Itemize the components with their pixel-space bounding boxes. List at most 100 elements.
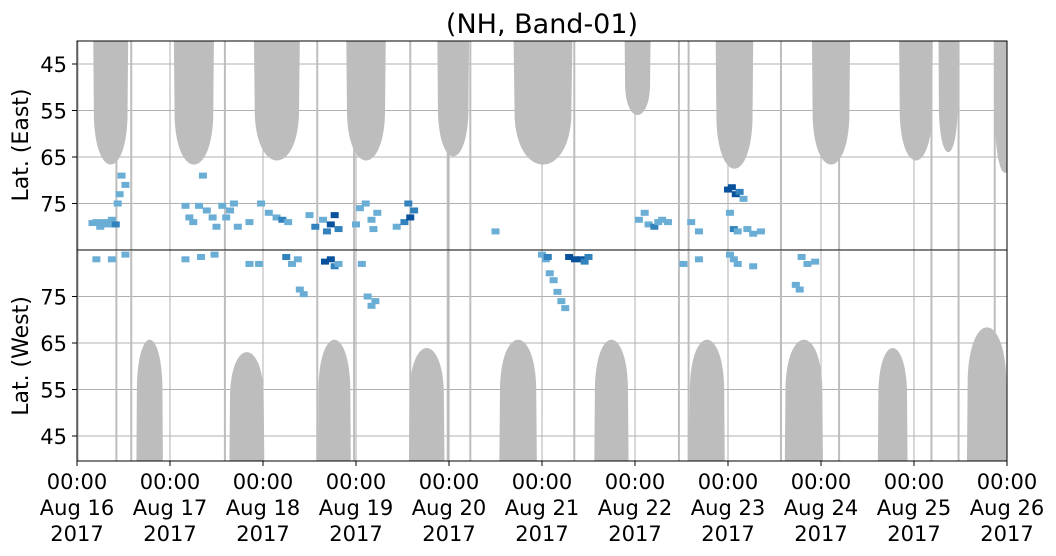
east-detection-cell	[322, 228, 331, 235]
east-no-data-region	[938, 41, 958, 153]
east-detection-cell	[111, 221, 120, 228]
east-detection-cell	[334, 226, 343, 233]
xtick-label: 00:00	[233, 470, 294, 494]
east-detection-cell	[117, 172, 126, 179]
xtick-label: Aug 22	[598, 496, 672, 520]
xtick-label: 00:00	[47, 470, 108, 494]
east-no-data-region	[346, 41, 386, 161]
xtick-label: 00:00	[419, 470, 480, 494]
east-detection-cell	[104, 221, 112, 228]
east-detection-cell	[739, 195, 748, 202]
east-no-data-region	[173, 41, 214, 165]
east-detection-cell	[756, 228, 765, 235]
east-detection-cell	[687, 219, 696, 226]
west-panel: 75 65 55 45 Lat. (West)	[9, 250, 1008, 461]
east-detection-cell	[369, 226, 378, 233]
xtick-label: 2017	[329, 522, 382, 546]
east-no-data-region	[93, 41, 129, 165]
west-detection-cell	[121, 251, 130, 258]
xtick-label: 00:00	[791, 470, 852, 494]
west-detection-cell	[733, 260, 742, 267]
xtick-label: Aug 24	[784, 496, 858, 520]
west-detection-cell	[288, 260, 297, 267]
west-detection-cell	[725, 251, 734, 258]
east-detection-cell	[727, 184, 736, 191]
xtick-label: 2017	[143, 522, 196, 546]
east-detection-cell	[185, 214, 194, 221]
west-detection-cell	[580, 258, 589, 265]
xtick-label: 2017	[236, 522, 289, 546]
east-detection-cell	[311, 223, 320, 230]
east-no-data-regions	[77, 41, 1007, 250]
xtick-label: 2017	[980, 522, 1033, 546]
west-detection-cell	[543, 253, 552, 260]
west-detection-cell	[549, 277, 558, 284]
xtick-label: Aug 16	[40, 496, 114, 520]
xtick-label: Aug 26	[970, 496, 1044, 520]
east-detection-cell	[725, 209, 734, 216]
east-detection-cell	[212, 223, 221, 230]
east-ytick-label: 55	[40, 100, 67, 124]
west-panel-frame	[76, 249, 1008, 462]
west-no-data-region	[966, 327, 1007, 461]
west-detection-cell	[357, 260, 366, 267]
east-no-data-region	[994, 41, 1007, 173]
west-detection-cell	[679, 260, 688, 267]
west-detection-cell	[197, 253, 205, 260]
east-detection-cell	[113, 200, 122, 207]
east-no-data-region	[437, 41, 470, 157]
east-detection-cell	[305, 212, 314, 219]
xtick-label: 00:00	[698, 470, 759, 494]
east-no-data-region	[253, 41, 300, 161]
west-detection-cell	[729, 256, 738, 263]
east-detection-cell	[361, 200, 370, 207]
east-detection-cell	[107, 216, 116, 223]
east-detection-cell	[264, 209, 273, 216]
west-ytick-labels: 75 65 55 45	[40, 286, 77, 449]
east-detection-cell	[392, 223, 401, 230]
east-ytick-label: 45	[40, 53, 67, 77]
west-ytick-label: 55	[40, 379, 67, 403]
xtick-label: 2017	[701, 522, 754, 546]
west-no-data-region	[689, 339, 725, 461]
west-detection-cell	[363, 293, 372, 300]
east-detection-cell	[373, 209, 382, 216]
east-detection-cell	[245, 219, 254, 226]
xtick-label: 2017	[515, 522, 568, 546]
west-no-data-region	[499, 339, 537, 461]
west-detection-cell	[210, 251, 219, 258]
west-detection-cell	[545, 270, 554, 277]
xtick-label: 2017	[422, 522, 475, 546]
xtick-label: 00:00	[884, 470, 945, 494]
east-detection-cell	[233, 223, 242, 230]
west-detection-cell	[749, 263, 758, 270]
west-detection-cell	[553, 288, 562, 295]
west-detection-cell	[811, 258, 820, 265]
east-detection-cell	[226, 207, 235, 214]
east-detection-cell	[189, 219, 198, 226]
west-ytick-label: 75	[40, 286, 67, 310]
west-detection-cell	[255, 260, 264, 267]
east-detection-cell	[92, 219, 101, 226]
east-detection-cell	[284, 219, 293, 226]
west-detection-cell	[92, 256, 101, 263]
west-detection-cell	[557, 298, 566, 305]
east-detection-cell	[410, 207, 419, 214]
east-detection-cell	[749, 230, 758, 237]
west-detection-cell	[538, 251, 546, 258]
xtick-label: Aug 20	[412, 496, 486, 520]
east-detection-cell	[644, 221, 653, 228]
east-detection-cell	[355, 205, 364, 212]
east-detection-cell	[650, 223, 659, 230]
east-detection-cell	[404, 200, 413, 207]
east-detection-cell	[491, 228, 500, 235]
west-detection-cell	[371, 298, 380, 305]
west-detection-cell	[282, 253, 291, 260]
west-detection-cell	[561, 305, 570, 312]
west-detection-cell	[334, 260, 343, 267]
east-detection-cell	[218, 202, 227, 209]
west-no-data-region	[136, 339, 163, 461]
xtick-label: Aug 18	[226, 496, 300, 520]
west-detection-cell	[565, 253, 574, 260]
